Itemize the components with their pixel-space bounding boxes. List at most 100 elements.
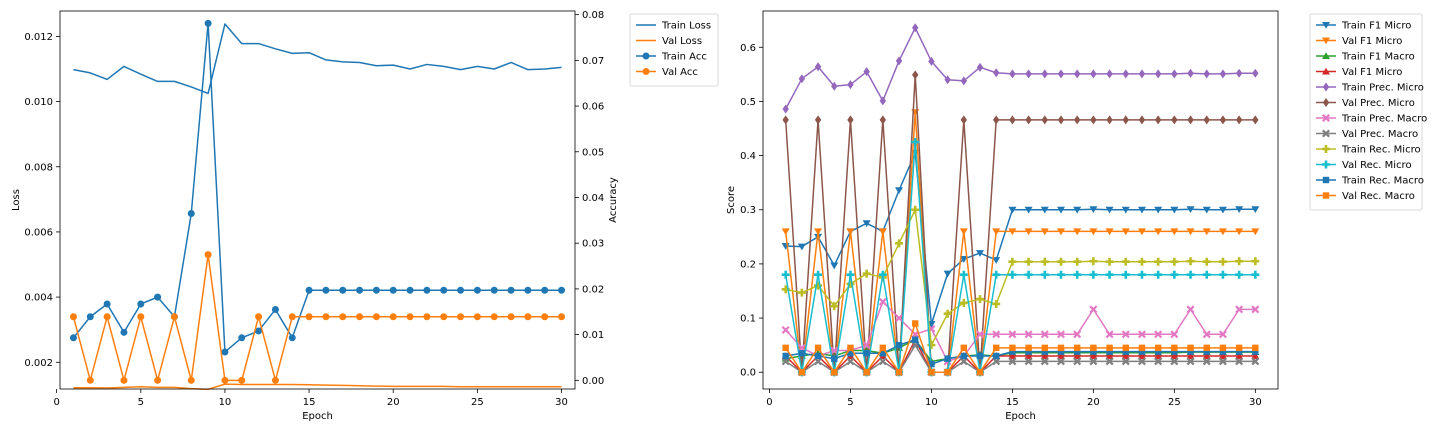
data-point <box>1106 69 1113 79</box>
data-point <box>797 288 806 297</box>
data-point <box>1122 344 1129 352</box>
legend-item: Val F1 Micro <box>1316 36 1402 47</box>
data-point <box>1186 357 1195 366</box>
data-point <box>846 279 855 288</box>
data-point <box>814 228 823 236</box>
data-point <box>1121 228 1130 236</box>
data-point <box>944 355 951 362</box>
data-point <box>1219 348 1227 355</box>
data-point <box>1105 352 1114 359</box>
data-point <box>1252 348 1259 355</box>
data-point <box>1073 352 1082 359</box>
data-point <box>1040 228 1049 236</box>
legend-item: Val F1 Micro <box>1316 67 1402 78</box>
data-point <box>1073 228 1082 236</box>
data-point <box>1025 348 1032 355</box>
legend-item: Train Rec. Micro <box>1316 145 1421 156</box>
data-point <box>1154 330 1163 339</box>
scores-x-ticks: 0 5 10 15 20 25 30 <box>766 389 1262 408</box>
data-point <box>1137 330 1146 339</box>
legend-item: Train Rec. Macro <box>1316 176 1424 187</box>
data-point <box>895 239 904 248</box>
data-point <box>1057 115 1065 125</box>
data-point <box>1122 348 1129 355</box>
data-point <box>524 313 532 321</box>
legend-label: Val Rec. Macro <box>1342 191 1415 202</box>
x-tick-label: 10 <box>219 397 232 408</box>
data-point <box>204 251 212 259</box>
data-point <box>1025 69 1032 79</box>
data-point <box>86 313 94 321</box>
data-point <box>1218 330 1227 339</box>
data-point <box>541 313 549 321</box>
data-point <box>781 325 790 334</box>
data-point <box>1089 270 1098 279</box>
data-point <box>322 286 330 294</box>
data-point <box>1008 357 1017 366</box>
data-point <box>339 286 347 294</box>
data-point <box>1040 330 1049 339</box>
data-point <box>322 313 330 321</box>
legend-label: Val Rec. Micro <box>1342 160 1412 171</box>
data-point <box>1138 348 1146 355</box>
data-point <box>862 341 871 350</box>
data-point <box>473 313 481 321</box>
x-tick-label: 5 <box>847 397 853 408</box>
legend-label: Train Prec. Micro <box>1341 83 1424 94</box>
series-line-val-rec-micro <box>784 141 1256 373</box>
data-point <box>221 348 229 356</box>
data-point <box>305 313 313 321</box>
data-point <box>912 320 919 327</box>
data-point <box>927 341 936 350</box>
data-point <box>1137 206 1146 214</box>
legend-frame <box>1309 13 1423 211</box>
data-point <box>959 357 968 366</box>
loss-accuracy-chart: 0 5 10 15 20 25 30 0.0020.0040.0060.0080.0100.… <box>11 10 719 422</box>
legend-label: Train Rec. Micro <box>1341 145 1421 156</box>
data-point <box>372 313 380 321</box>
series-line-train-prec-micro <box>785 27 1256 110</box>
series-val-loss <box>73 383 562 391</box>
data-point <box>1251 270 1260 279</box>
data-point <box>1187 68 1194 78</box>
data-point <box>878 357 887 366</box>
data-point <box>1105 270 1114 279</box>
y-tick-label: 0.2 <box>740 259 756 270</box>
data-point <box>1090 115 1097 125</box>
data-point <box>960 352 968 360</box>
data-point <box>69 334 77 342</box>
x-tick-label: 15 <box>303 397 316 408</box>
data-point <box>1056 206 1065 214</box>
data-point <box>1202 228 1211 236</box>
data-point <box>1041 344 1048 352</box>
y-tick-label: 0.5 <box>740 97 756 108</box>
data-point <box>928 369 935 376</box>
data-point <box>911 205 920 214</box>
data-point <box>490 286 498 294</box>
data-point <box>1122 115 1129 125</box>
data-point <box>1122 69 1129 79</box>
data-point <box>814 281 823 290</box>
data-point <box>1105 357 1114 366</box>
data-point <box>993 352 1000 360</box>
data-point <box>541 286 549 294</box>
legend-swatch-marker <box>1322 145 1330 153</box>
data-point <box>782 104 789 114</box>
series-line-val-loss <box>73 383 562 391</box>
data-point <box>781 285 790 294</box>
data-point <box>1137 357 1146 366</box>
data-point <box>457 286 465 294</box>
data-point <box>863 369 870 376</box>
data-point <box>1203 115 1210 125</box>
data-point <box>1057 357 1065 366</box>
data-point <box>440 286 448 294</box>
data-point <box>170 313 178 321</box>
series-val-acc <box>69 251 566 384</box>
data-point <box>781 228 790 236</box>
data-point <box>798 350 806 357</box>
series-train-prec-micro <box>782 23 1259 114</box>
data-point <box>1218 270 1227 279</box>
data-point <box>120 328 128 336</box>
data-point <box>1154 257 1163 266</box>
data-point <box>912 70 919 80</box>
